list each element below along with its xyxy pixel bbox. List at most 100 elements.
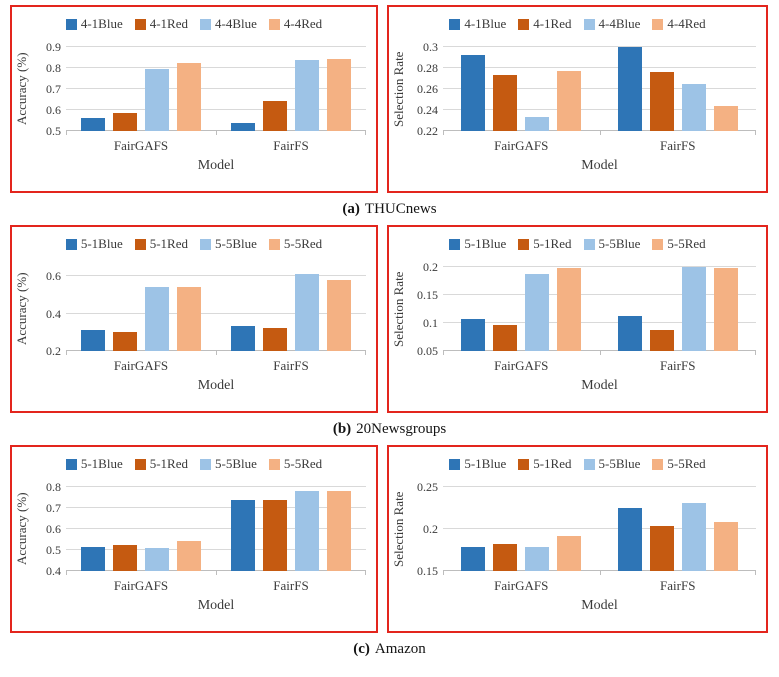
y-tick-label: 0.2	[423, 260, 438, 274]
legend-item: 5-5Blue	[583, 456, 640, 472]
bar-group	[600, 487, 757, 571]
legend-label: 5-5Red	[283, 456, 323, 471]
legend-item: 5-5Red	[268, 236, 322, 252]
legend-label: 4-1Red	[149, 16, 188, 31]
legend-label: 5-5Red	[667, 236, 706, 251]
caption-text: 20Newsgroups	[356, 421, 447, 437]
bar-5-5blue	[681, 502, 706, 571]
y-tick-label: 0.1	[423, 316, 438, 331]
bar-group	[600, 267, 757, 351]
x-category-labels: FairGAFS FairFS	[443, 358, 756, 374]
bar-groups	[66, 47, 366, 131]
y-tick-label: 0.6	[46, 522, 61, 536]
legend-item: 5-5Blue	[583, 236, 640, 252]
gridline	[443, 88, 756, 89]
bar-4-1blue	[81, 118, 105, 131]
y-tick-label: 0.4	[46, 306, 61, 321]
bar-5-1red	[649, 329, 674, 351]
legend-item: 4-4Blue	[583, 16, 641, 32]
y-tick-label: 0.4	[46, 564, 61, 578]
legend-swatch-icon	[652, 18, 664, 30]
bar-4-4blue	[525, 117, 550, 131]
caption-label: (c)	[353, 641, 370, 657]
legend-item: 5-5Red	[652, 236, 706, 252]
y-tick-label: 0.8	[46, 61, 61, 75]
legend: 5-1Blue 5-1Red 5-5Blue 5-5Red	[389, 236, 766, 252]
caption-label: (b)	[332, 421, 352, 437]
chart-body: Selection Rate 0.15 0.2 0.25 FairGAFS FairF…	[389, 480, 766, 614]
plot-column: FairGAFS FairFS Model	[66, 267, 366, 394]
y-axis-tick-labels: 0.4 0.5 0.6 0.7 0.8	[32, 480, 66, 578]
legend-item: 5-1Red	[518, 456, 572, 472]
legend-label: 4-1Red	[533, 16, 572, 31]
gridline	[443, 528, 756, 529]
legend-label: 4-4Blue	[598, 16, 641, 31]
bar-4-1blue	[231, 123, 255, 131]
chart-body: Accuracy (%) 0.5 0.6 0.7 0.8 0.9 FairGAFS Fai…	[12, 40, 376, 174]
gridline	[66, 275, 366, 277]
x-axis-tick	[755, 131, 756, 135]
legend-swatch-icon	[134, 238, 146, 250]
bar-5-1red	[113, 331, 137, 351]
y-axis-tick-labels: 0.2 0.4 0.6	[32, 267, 66, 358]
bar-4-4red	[177, 62, 201, 131]
gridline	[443, 109, 756, 110]
category-label: FairGAFS	[494, 578, 549, 593]
y-tick-label: 0.5	[46, 543, 61, 557]
caption-label: (a)	[342, 201, 360, 217]
legend-swatch-icon	[65, 458, 77, 470]
legend-swatch-icon	[200, 18, 211, 30]
y-tick-label: 0.7	[46, 501, 61, 515]
gridline	[66, 67, 366, 68]
bar-5-5blue	[525, 547, 550, 571]
legend-swatch-icon	[200, 238, 211, 250]
legend: 5-1Blue 5-1Red 5-5Blue 5-5Red	[12, 236, 376, 252]
legend-item: 5-1Blue	[65, 456, 123, 472]
y-tick-label: 0.26	[417, 82, 438, 96]
legend-swatch-icon	[518, 238, 530, 250]
chart-panel-20newsgroups-accuracy: 5-1Blue 5-1Red 5-5Blue 5-5Red Accuracy (%) …	[10, 225, 378, 413]
x-axis-line	[443, 570, 756, 571]
y-axis-title: Selection Rate	[391, 491, 406, 567]
gridline	[443, 486, 756, 487]
y-tick-label: 0.6	[46, 269, 61, 284]
legend-item: 4-1Red	[134, 16, 188, 32]
legend-swatch-icon	[518, 458, 530, 470]
x-category-labels: FairGAFS FairFS	[66, 138, 366, 154]
category-label: FairFS	[660, 138, 696, 153]
legend-swatch-icon	[583, 18, 595, 30]
figure-caption-a: (a) THUCnews	[10, 201, 769, 218]
legend-swatch-icon	[268, 18, 280, 30]
legend-item: 4-1Red	[518, 16, 572, 32]
gridline	[66, 312, 366, 314]
x-axis-tick	[66, 131, 67, 135]
x-axis-tick	[365, 131, 366, 135]
x-axis-line	[443, 130, 756, 131]
bar-5-5red	[713, 522, 738, 571]
bar-5-1blue	[81, 330, 105, 351]
legend-label: 5-5Blue	[215, 236, 257, 251]
category-label: FairGAFS	[113, 138, 169, 153]
chart-panel-thucnews-selection-rate: 4-1Blue 4-1Red 4-4Blue 4-4Red Selection Rat…	[387, 5, 768, 193]
x-axis-title: Model	[197, 598, 235, 613]
caption-text: THUCnews	[364, 201, 437, 217]
x-axis-tick	[443, 131, 444, 135]
bar-group	[216, 47, 366, 131]
legend-label: 4-4Red	[283, 16, 323, 31]
bar-5-5blue	[145, 548, 169, 571]
y-tick-label: 0.9	[46, 40, 61, 54]
chart-panel-amazon-selection-rate: 5-1Blue 5-1Red 5-5Blue 5-5Red Selection Rat…	[387, 445, 768, 633]
bar-groups	[66, 487, 366, 571]
x-axis-tick	[216, 131, 217, 135]
bar-5-1red	[263, 499, 287, 571]
bar-5-1blue	[231, 326, 255, 351]
legend-item: 5-5Red	[268, 456, 323, 472]
category-label: FairGAFS	[494, 358, 549, 373]
bar-5-1red	[493, 325, 518, 351]
legend-item: 5-1Blue	[65, 236, 123, 252]
bar-5-1blue	[231, 499, 255, 571]
plot-area	[443, 266, 757, 355]
legend-label: 5-1Blue	[80, 236, 123, 251]
gridline	[443, 266, 756, 267]
bar-group	[443, 487, 600, 571]
